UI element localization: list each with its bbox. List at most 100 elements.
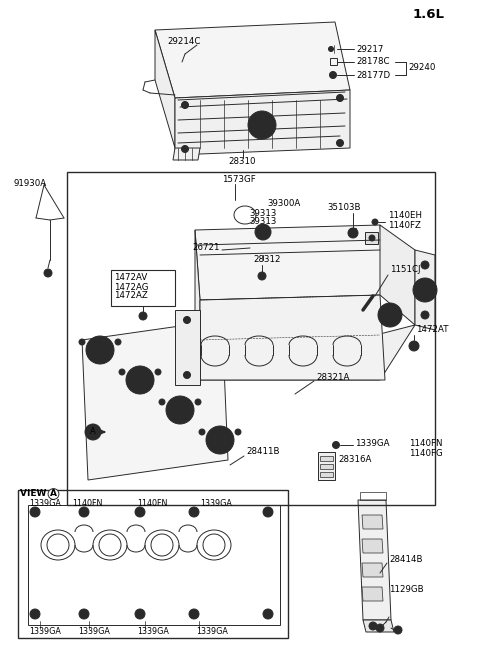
- Circle shape: [369, 622, 377, 630]
- Circle shape: [159, 399, 165, 405]
- Circle shape: [199, 429, 205, 435]
- Circle shape: [413, 278, 437, 302]
- Text: 1339GA: 1339GA: [196, 627, 228, 637]
- Circle shape: [255, 224, 271, 240]
- Bar: [67, 172, 435, 505]
- Polygon shape: [415, 250, 435, 330]
- Polygon shape: [200, 325, 415, 380]
- Circle shape: [258, 272, 266, 280]
- Text: 28312: 28312: [253, 256, 280, 265]
- Text: 39313: 39313: [249, 217, 276, 227]
- Text: 1573GF: 1573GF: [222, 175, 256, 185]
- Circle shape: [412, 344, 416, 348]
- Circle shape: [235, 429, 241, 435]
- Circle shape: [115, 339, 121, 345]
- Polygon shape: [362, 587, 383, 601]
- Bar: [18, 490, 288, 638]
- Circle shape: [79, 507, 89, 517]
- Circle shape: [336, 139, 344, 147]
- Text: VIEW: VIEW: [20, 489, 49, 499]
- Circle shape: [195, 399, 201, 405]
- Circle shape: [79, 609, 89, 619]
- Text: 1140FN: 1140FN: [409, 438, 443, 447]
- Circle shape: [130, 370, 150, 390]
- Text: 1339GA: 1339GA: [29, 499, 61, 509]
- Circle shape: [189, 609, 199, 619]
- Circle shape: [183, 371, 191, 378]
- Circle shape: [329, 72, 336, 78]
- Polygon shape: [252, 240, 275, 255]
- Circle shape: [372, 219, 378, 225]
- Bar: [320, 464, 333, 469]
- Circle shape: [376, 624, 384, 632]
- Circle shape: [139, 312, 147, 320]
- Circle shape: [135, 507, 145, 517]
- Polygon shape: [82, 320, 228, 480]
- Text: 1140FN: 1140FN: [72, 499, 102, 509]
- Circle shape: [409, 341, 419, 351]
- Circle shape: [170, 400, 190, 420]
- Polygon shape: [195, 225, 385, 300]
- Polygon shape: [200, 295, 385, 380]
- Circle shape: [181, 101, 189, 108]
- Text: 1339GA: 1339GA: [137, 627, 169, 637]
- Circle shape: [79, 339, 85, 345]
- Circle shape: [119, 369, 125, 375]
- Text: 1.6L: 1.6L: [413, 7, 445, 20]
- Circle shape: [258, 121, 266, 129]
- Text: 1472AZ: 1472AZ: [114, 292, 148, 300]
- Text: 35103B: 35103B: [327, 204, 360, 212]
- Polygon shape: [362, 539, 383, 553]
- Polygon shape: [358, 500, 391, 620]
- Text: 1472AV: 1472AV: [114, 273, 147, 283]
- Bar: [320, 456, 333, 461]
- Bar: [360, 492, 386, 500]
- Circle shape: [30, 609, 40, 619]
- Text: A: A: [90, 428, 96, 436]
- Circle shape: [386, 311, 394, 319]
- Circle shape: [206, 426, 234, 454]
- Circle shape: [263, 507, 273, 517]
- Text: 1339GA: 1339GA: [29, 627, 61, 637]
- Text: 1151CJ: 1151CJ: [390, 265, 420, 275]
- Circle shape: [421, 261, 429, 269]
- Text: 28321A: 28321A: [316, 373, 349, 382]
- Circle shape: [44, 269, 52, 277]
- Text: 1140FN: 1140FN: [137, 499, 168, 509]
- Bar: [111, 270, 175, 306]
- Text: 1339GA: 1339GA: [78, 627, 110, 637]
- Circle shape: [85, 424, 101, 440]
- Text: 28411B: 28411B: [246, 447, 279, 457]
- Circle shape: [155, 369, 161, 375]
- Bar: [330, 58, 337, 65]
- Circle shape: [333, 442, 339, 449]
- Circle shape: [248, 111, 276, 139]
- Polygon shape: [195, 230, 200, 380]
- Text: 1472AT: 1472AT: [416, 325, 448, 334]
- Text: 91930A: 91930A: [14, 179, 47, 187]
- Text: 29214C: 29214C: [167, 37, 200, 47]
- Text: 1140FG: 1140FG: [409, 449, 443, 457]
- Circle shape: [263, 609, 273, 619]
- Circle shape: [328, 47, 334, 51]
- Circle shape: [189, 507, 199, 517]
- Text: 1339GA: 1339GA: [355, 438, 389, 447]
- Bar: [320, 472, 333, 477]
- Circle shape: [210, 430, 230, 450]
- Circle shape: [369, 235, 375, 241]
- Circle shape: [394, 626, 402, 634]
- Bar: [28, 505, 280, 625]
- Text: 1140EH: 1140EH: [388, 212, 422, 221]
- Circle shape: [135, 609, 145, 619]
- Polygon shape: [380, 225, 415, 325]
- Text: 28178C: 28178C: [356, 58, 389, 66]
- Circle shape: [126, 366, 154, 394]
- Text: 1140FZ: 1140FZ: [388, 221, 421, 231]
- Polygon shape: [365, 232, 378, 244]
- Circle shape: [350, 231, 356, 235]
- Polygon shape: [173, 148, 200, 160]
- Text: 28310: 28310: [228, 156, 255, 166]
- Polygon shape: [362, 563, 383, 577]
- Polygon shape: [155, 30, 175, 148]
- Polygon shape: [362, 515, 383, 529]
